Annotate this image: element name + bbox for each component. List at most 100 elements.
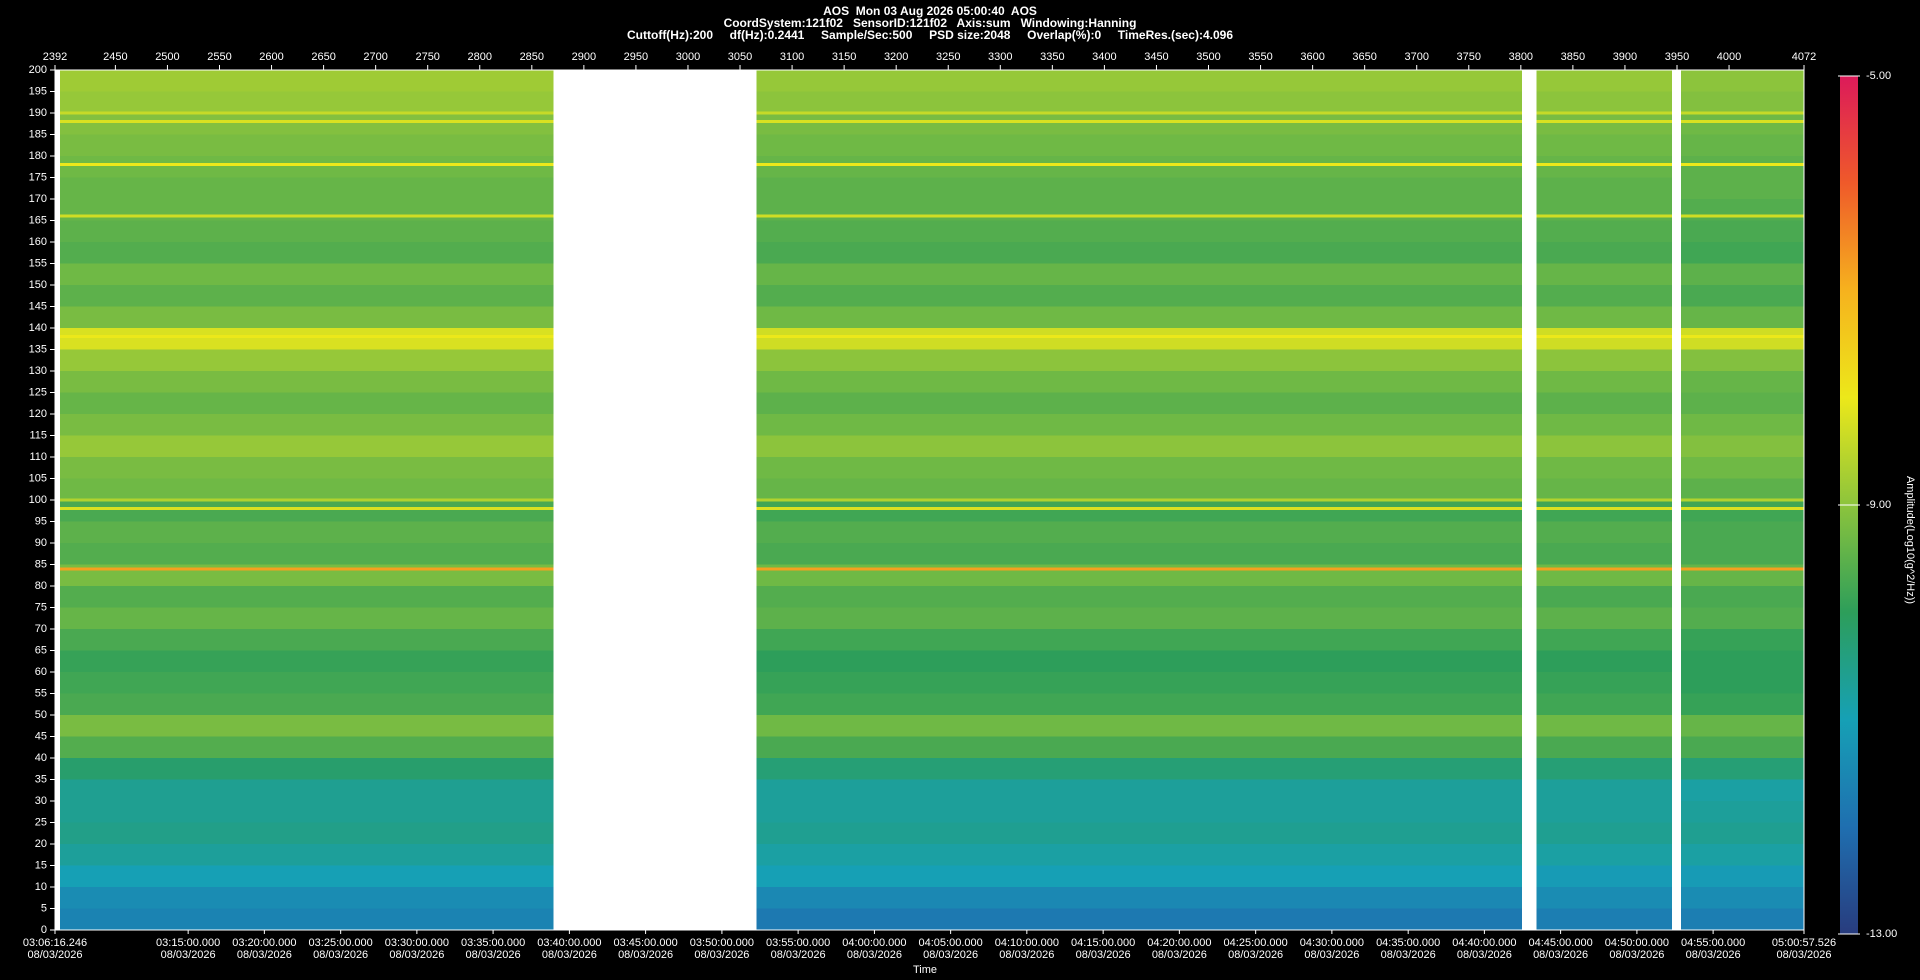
time-tick-label: 03:35:00.000 08/03/2026 — [461, 937, 525, 961]
heatmap-cell — [1681, 349, 1804, 371]
heatmap-cell — [756, 779, 1522, 801]
heatmap-cell — [756, 672, 1522, 694]
heatmap-cell — [756, 758, 1522, 780]
heatmap-cell — [60, 672, 554, 694]
heatmap-cell — [1681, 865, 1804, 887]
y-tick-label: 75 — [35, 601, 47, 613]
heatmap-cell — [756, 306, 1522, 328]
heatmap-cell — [756, 822, 1522, 844]
heatmap-cell — [1681, 543, 1804, 565]
heatmap-cell — [1681, 177, 1804, 199]
x-tick-label: 2950 — [624, 51, 648, 63]
time-tick-label: 03:50:00.000 08/03/2026 — [690, 937, 754, 961]
y-tick-label: 170 — [29, 193, 47, 205]
heatmap-cell — [1681, 414, 1804, 436]
heatmap-cell — [60, 134, 554, 156]
heatmap-cell — [1681, 801, 1804, 823]
colorbar-tick-label: -9.00 — [1866, 499, 1891, 511]
heatmap-cell — [1536, 586, 1672, 608]
heatmap-cell — [1681, 650, 1804, 672]
y-tick-label: 185 — [29, 128, 47, 140]
heatmap-cell — [1536, 70, 1672, 92]
heatmap-cell — [1681, 758, 1804, 780]
y-tick-label: 0 — [41, 924, 47, 936]
time-tick-label: 04:30:00.000 08/03/2026 — [1300, 937, 1364, 961]
time-tick-label: 03:06:16.246 08/03/2026 — [23, 937, 87, 961]
time-tick-label: 04:15:00.000 08/03/2026 — [1071, 937, 1135, 961]
heatmap-cell — [60, 887, 554, 909]
heatmap-cell — [1536, 414, 1672, 436]
y-tick-label: 15 — [35, 859, 47, 871]
heatmap-cell — [756, 91, 1522, 113]
y-tick-label: 140 — [29, 322, 47, 334]
heatmap-cell — [1681, 715, 1804, 737]
heatmap-cell — [756, 435, 1522, 457]
heatmap-cell — [1681, 156, 1804, 178]
heatmap-cell — [756, 801, 1522, 823]
heatmap-cell — [60, 865, 554, 887]
heatmap-cell — [1536, 887, 1672, 909]
chart-subtitle: Cuttoff(Hz):200 df(Hz):0.2441 Sample/Sec… — [627, 28, 1233, 42]
heatmap-cell — [60, 392, 554, 414]
heatmap-cell — [60, 349, 554, 371]
heatmap-cell — [1536, 91, 1672, 113]
heatmap-cell — [60, 736, 554, 758]
x-tick-label: 3350 — [1040, 51, 1064, 63]
heatmap-cell — [756, 70, 1522, 92]
heatmap-cell — [1681, 134, 1804, 156]
heatmap-cell — [1681, 285, 1804, 307]
heatmap-cell — [1536, 650, 1672, 672]
heatmap-cell — [756, 113, 1522, 135]
y-tick-label: 70 — [35, 623, 47, 635]
y-tick-label: 20 — [35, 838, 47, 850]
x-tick-label: 2500 — [155, 51, 179, 63]
y-tick-label: 10 — [35, 881, 47, 893]
time-tick-label: 03:40:00.000 08/03/2026 — [537, 937, 601, 961]
x-tick-label: 4072 — [1792, 51, 1816, 63]
heatmap-cell — [60, 779, 554, 801]
heatmap-cell — [1536, 392, 1672, 414]
time-tick-label: 04:20:00.000 08/03/2026 — [1147, 937, 1211, 961]
y-tick-label: 55 — [35, 687, 47, 699]
heatmap-cell — [60, 414, 554, 436]
heatmap-cell — [1681, 672, 1804, 694]
y-tick-label: 160 — [29, 236, 47, 248]
heatmap-cell — [1536, 306, 1672, 328]
heatmap-cell — [60, 177, 554, 199]
heatmap-cell — [1681, 70, 1804, 92]
heatmap-cell — [1536, 177, 1672, 199]
y-tick-label: 90 — [35, 537, 47, 549]
time-tick-label: 04:10:00.000 08/03/2026 — [995, 937, 1059, 961]
heatmap-cell — [60, 801, 554, 823]
heatmap-cell — [60, 908, 554, 930]
heatmap-cell — [1536, 822, 1672, 844]
y-tick-label: 95 — [35, 515, 47, 527]
heatmap-cell — [60, 285, 554, 307]
y-tick-label: 65 — [35, 644, 47, 656]
chart-subtitle: CoordSystem:121f02 SensorID:121f02 Axis:… — [724, 16, 1137, 30]
y-tick-label: 125 — [29, 386, 47, 398]
heatmap-cell — [60, 844, 554, 866]
x-tick-label: 2850 — [520, 51, 544, 63]
heatmap-cell — [1536, 220, 1672, 242]
heatmap-cell — [1681, 371, 1804, 393]
heatmap-cell — [1536, 865, 1672, 887]
heatmap-cell — [1681, 328, 1804, 350]
time-tick-label: 03:45:00.000 08/03/2026 — [613, 937, 677, 961]
heatmap-cell — [1681, 478, 1804, 500]
heatmap-cell — [60, 629, 554, 651]
heatmap-cell — [60, 156, 554, 178]
time-tick-label: 04:55:00.000 08/03/2026 — [1681, 937, 1745, 961]
heatmap-cell — [1536, 629, 1672, 651]
time-tick-label: 03:30:00.000 08/03/2026 — [385, 937, 449, 961]
heatmap-cell — [1536, 285, 1672, 307]
heatmap-cell — [756, 392, 1522, 414]
x-tick-label: 2800 — [468, 51, 492, 63]
time-tick-label: 04:25:00.000 08/03/2026 — [1224, 937, 1288, 961]
x-tick-label: 3300 — [988, 51, 1012, 63]
heatmap-cell — [60, 715, 554, 737]
heatmap-cell — [756, 457, 1522, 479]
time-tick-label: 03:20:00.000 08/03/2026 — [232, 937, 296, 961]
heatmap-cell — [1681, 220, 1804, 242]
